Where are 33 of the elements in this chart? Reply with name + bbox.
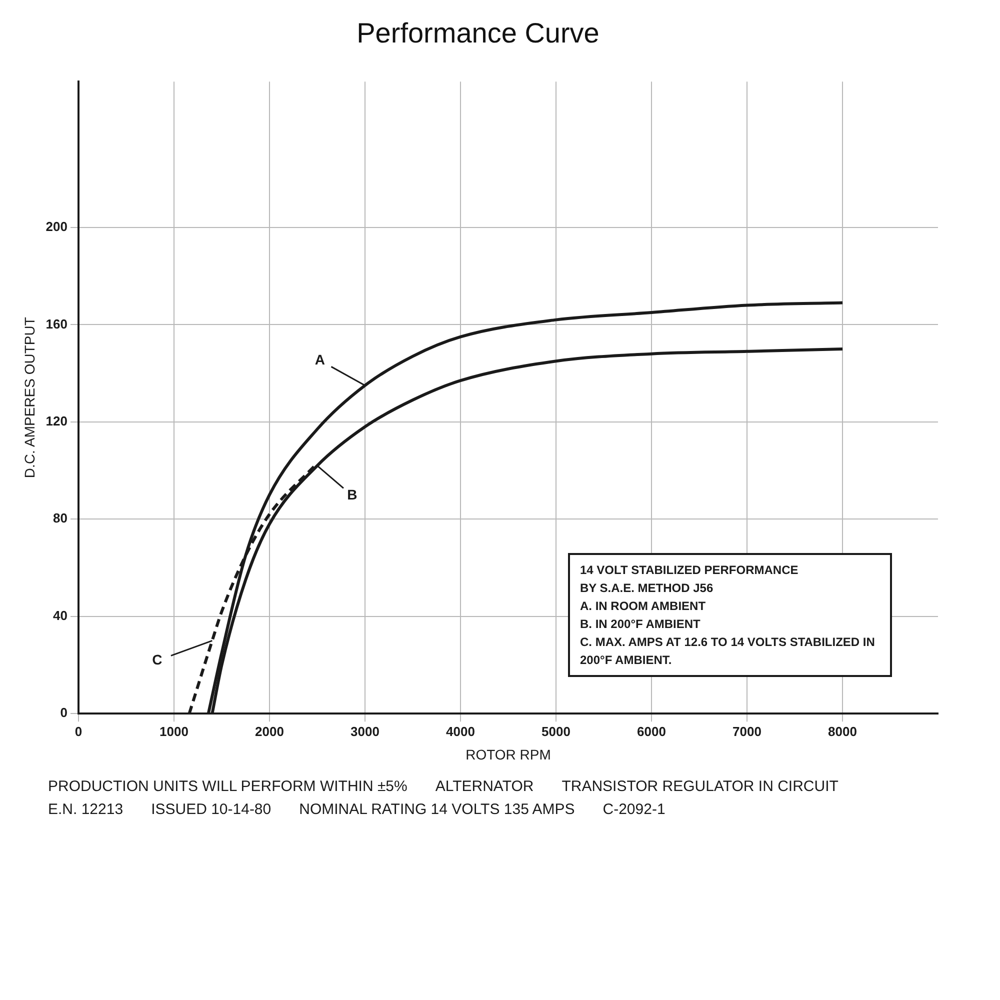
annotation: B. IN 200°F AMBIENT (580, 616, 702, 633)
annotation: 14 VOLT STABILIZED PERFORMANCE (580, 562, 800, 579)
x-tick-label: 6000 (637, 724, 666, 739)
text: C-2092-1 (602, 801, 666, 818)
text: PRODUCTION UNITS WILL PERFORM WITHIN ±5% (48, 778, 408, 795)
x-tick-label: 8000 (828, 724, 857, 739)
x-tick-label: 1000 (160, 724, 188, 739)
y-tick-label: 80 (53, 510, 68, 526)
y-tick-label: 160 (46, 316, 68, 332)
y-tick-label: 40 (53, 608, 68, 623)
annotation: BY S.A.E. METHOD J56 (580, 580, 714, 597)
chart-title: Performance Curve (356, 18, 600, 49)
text: B (347, 486, 358, 503)
text: E.N. 12213 (48, 801, 124, 818)
x-tick-label: 2000 (255, 724, 284, 739)
y-axis-title: D.C. AMPERES OUTPUT (21, 316, 38, 478)
y-tick-label: 200 (46, 219, 68, 234)
text: NOMINAL RATING 14 VOLTS 135 AMPS (299, 801, 575, 818)
text: ISSUED 10-14-80 (151, 801, 272, 818)
text: A (314, 351, 326, 368)
x-tick-label: 3000 (350, 724, 380, 739)
annotation: A. IN ROOM AMBIENT (580, 598, 707, 615)
x-tick-label: 4000 (446, 724, 475, 739)
x-tick-label: 7000 (732, 724, 762, 739)
y-tick-label: 120 (46, 413, 68, 428)
text: ALTERNATOR (435, 778, 534, 795)
annotation: C. MAX. AMPS AT 12.6 TO 14 VOLTS STABILIZED IN 200°F AMBIENT. (580, 634, 876, 669)
text: C (152, 652, 162, 668)
x-axis-title: ROTOR RPM (466, 746, 551, 762)
x-tick-label: 5000 (542, 724, 570, 739)
text: TRANSISTOR REGULATOR IN CIRCUIT (562, 778, 838, 795)
y-tick-label: 0 (60, 705, 68, 720)
x-tick-label: 0 (74, 724, 82, 739)
